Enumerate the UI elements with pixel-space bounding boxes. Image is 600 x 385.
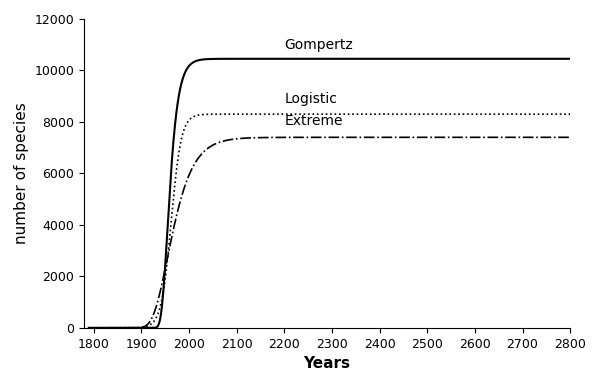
X-axis label: Years: Years: [304, 356, 350, 371]
Text: Logistic: Logistic: [284, 92, 337, 106]
Y-axis label: number of species: number of species: [14, 102, 29, 244]
Text: Gompertz: Gompertz: [284, 38, 353, 52]
Text: Extreme: Extreme: [284, 114, 343, 127]
